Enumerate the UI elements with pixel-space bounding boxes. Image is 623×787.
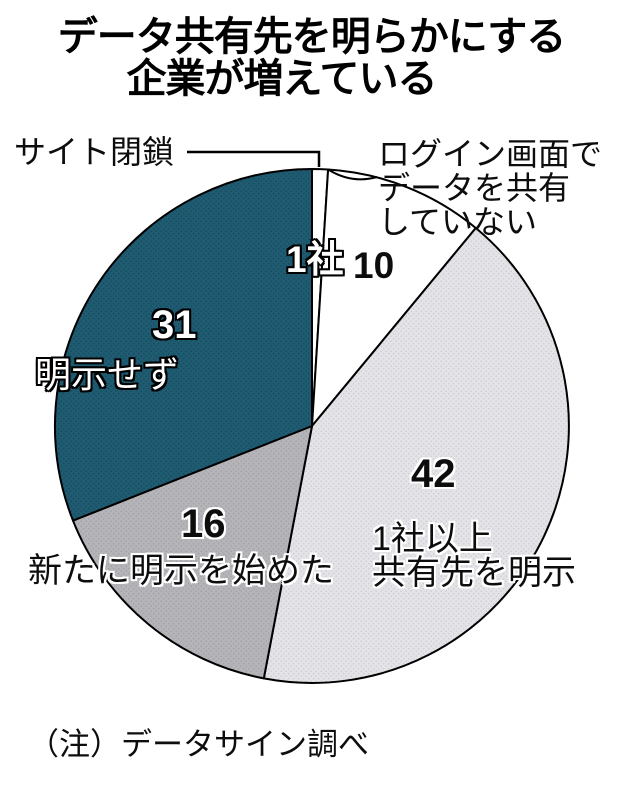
slice-label-disclosed: 1社以上 共有先を明示	[372, 522, 576, 590]
slice-label-disclosed-line2: 共有先を明示	[372, 554, 576, 592]
slice-value-disclosed: 42	[411, 452, 456, 496]
pie-slice-4	[53, 168, 313, 522]
pie-slice-2	[262, 227, 570, 684]
slice-label-site-closed: サイト閉鎖	[14, 134, 175, 170]
slice-label-login-line3: していない	[378, 204, 538, 240]
pie-slice-3	[72, 425, 313, 680]
chart-title-line1: データ共有先を明らかにする	[57, 15, 566, 59]
chart-title-line2: 企業が増えている	[126, 57, 438, 101]
slice-label-disclosed-line1: 1社以上	[372, 520, 493, 558]
leader-line-site-closed	[187, 150, 321, 167]
leader-line-login	[328, 169, 378, 181]
pie-slices	[53, 167, 570, 684]
slice-label-newly-disclosed: 新たに明示を始めた	[28, 552, 334, 590]
slice-value-newly-disclosed: 16	[181, 502, 226, 546]
slice-value-site-closed: 1社	[286, 239, 344, 280]
chart-title: データ共有先を明らかにする 企業が増えている	[0, 16, 623, 100]
source-note: （注）データサイン調べ	[28, 727, 369, 762]
slice-label-login: ログイン画面で データを共有 していない	[378, 137, 602, 239]
slice-label-login-line2: データを共有	[378, 170, 571, 206]
slice-value-login: 10	[353, 245, 395, 286]
slice-label-login-line1: ログイン画面で	[378, 136, 603, 172]
slice-label-not-disclosed: 明示せず	[35, 354, 180, 395]
slice-value-not-disclosed: 31	[152, 303, 197, 347]
pie-slice-1	[311, 168, 477, 427]
